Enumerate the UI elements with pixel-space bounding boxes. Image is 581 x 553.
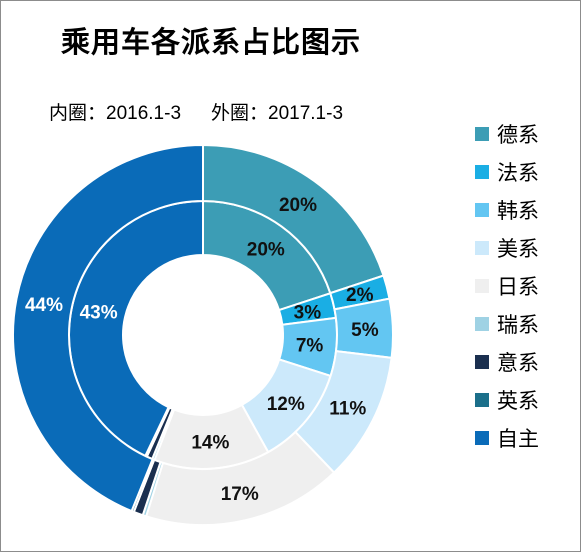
legend-label: 意系 [497,352,539,375]
legend-item-3: 韩系 [475,195,539,225]
outer-ring-label-4: 11% [329,399,366,420]
legend-swatch [475,203,489,217]
legend-label: 法系 [497,162,539,185]
legend-label: 自主 [497,428,539,451]
outer-ring-label-1: 20% [279,195,317,216]
inner-ring-label-2: 3% [294,302,322,323]
outer-ring-caption: 外圈：2017.1-3 [211,103,344,124]
inner-ring-label-9: 43% [80,302,118,323]
legend-swatch [475,127,489,141]
legend-swatch [475,355,489,369]
legend-label: 瑞系 [497,314,539,337]
legend-label: 英系 [497,390,539,413]
legend-item-9: 自主 [475,423,539,453]
legend-item-5: 日系 [475,271,539,301]
inner-ring-label-3: 7% [296,336,324,357]
outer-ring-slice-9 [12,143,204,513]
outer-ring-label-3: 5% [351,320,379,341]
legend-swatch [475,241,489,255]
outer-ring-label-9: 44% [25,295,63,316]
legend-item-6: 瑞系 [475,309,539,339]
legend-label: 德系 [497,124,539,147]
legend-swatch [475,279,489,293]
legend-label: 韩系 [497,200,539,223]
legend-item-2: 法系 [475,157,539,187]
chart-subtitle: 内圈：2016.1-3 外圈：2017.1-3 [49,98,343,125]
legend-label: 日系 [497,276,539,299]
outer-ring-label-2: 2% [346,285,374,306]
inner-ring-label-4: 12% [267,394,305,415]
legend-swatch [475,165,489,179]
legend-label: 美系 [497,238,539,261]
inner-ring-label-5: 14% [191,433,229,454]
legend-item-4: 美系 [475,233,539,263]
legend-swatch [475,317,489,331]
inner-ring-label-1: 20% [247,239,285,260]
legend-item-1: 德系 [475,119,539,149]
legend-item-7: 意系 [475,347,539,377]
legend-swatch [475,393,489,407]
chart-title: 乘用车各派系占比图示 [61,27,362,59]
legend-swatch [475,431,489,445]
outer-ring-label-5: 17% [221,484,259,505]
inner-ring-caption: 内圈：2016.1-3 [49,103,182,124]
legend-item-8: 英系 [475,385,539,415]
